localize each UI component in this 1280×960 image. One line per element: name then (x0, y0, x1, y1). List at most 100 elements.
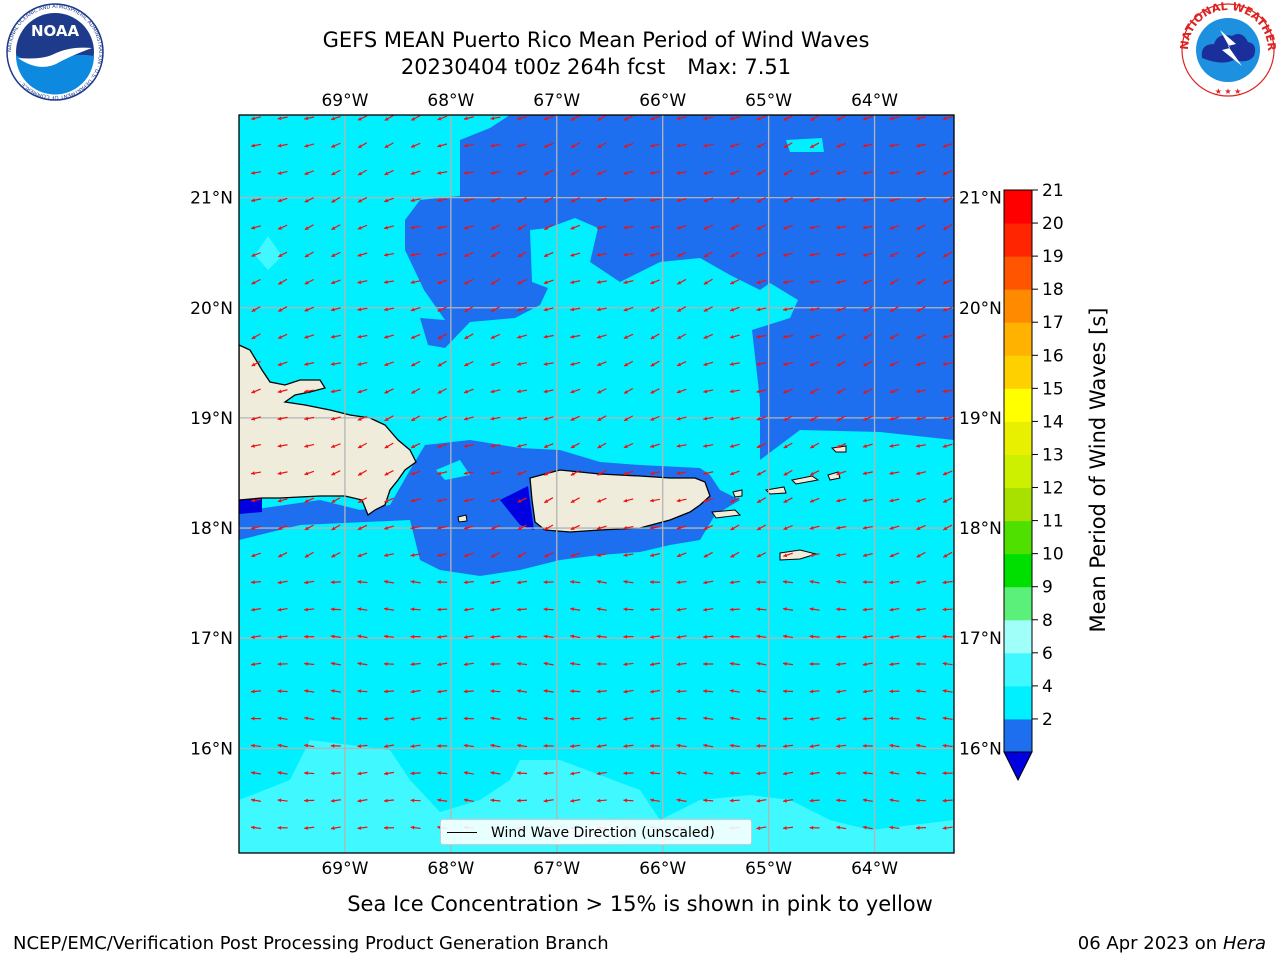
wind-wave-arrow (756, 580, 767, 585)
wind-wave-arrow (676, 525, 687, 530)
wind-wave-arrow (942, 443, 953, 448)
wind-wave-arrow (437, 635, 448, 639)
wind-wave-arrow (330, 115, 341, 121)
wind-wave-arrow (836, 142, 847, 148)
wind-wave-arrow (596, 197, 607, 203)
wind-wave-arrow (463, 635, 474, 639)
wind-wave-arrow (942, 143, 953, 148)
wind-wave-arrow (623, 442, 634, 449)
wind-wave-arrow (916, 497, 926, 503)
wind-wave-arrow (783, 388, 793, 394)
wind-wave-arrow (729, 416, 740, 421)
wind-wave-arrow (437, 443, 448, 448)
wind-wave-arrow (490, 251, 501, 258)
wind-wave-arrow (410, 360, 421, 367)
wind-wave-arrow (729, 689, 740, 693)
wind-wave-arrow (915, 607, 927, 612)
wind-wave-arrow (570, 142, 580, 149)
wind-wave-arrow (384, 197, 394, 203)
wind-wave-arrow (623, 252, 634, 257)
colorbar-tick-label: 14 (1042, 412, 1064, 432)
wind-wave-arrow (862, 225, 873, 230)
wind-wave-arrow (836, 252, 847, 257)
wind-wave-arrow (304, 607, 315, 612)
lat-tick-label-right: 21°N (959, 189, 1002, 209)
wind-wave-arrow (277, 716, 288, 721)
wind-wave-arrow (250, 143, 262, 148)
wind-wave-arrow (942, 279, 953, 285)
wind-wave-arrow (889, 361, 900, 367)
wind-wave-arrow (836, 607, 847, 612)
wind-wave-arrow (357, 826, 368, 830)
wind-wave-arrow (649, 716, 661, 721)
wind-wave-arrow (490, 361, 501, 366)
wind-wave-arrow (676, 716, 687, 721)
wind-wave-arrow (277, 170, 288, 175)
wind-wave-arrow (277, 662, 288, 666)
wind-wave-arrow (623, 662, 634, 667)
lat-tick-label-left: 21°N (190, 189, 233, 209)
wind-wave-arrow (649, 743, 661, 748)
wind-wave-arrow (330, 334, 341, 339)
wind-wave-arrow (570, 169, 580, 176)
wind-wave-arrow (357, 115, 368, 121)
wind-wave-arrow (649, 662, 661, 667)
wind-wave-arrow (889, 251, 900, 258)
wind-wave-arrow (783, 142, 793, 149)
wind-wave-arrow (623, 306, 634, 312)
wind-wave-arrow (730, 279, 740, 285)
wind-wave-arrow (942, 524, 953, 531)
wind-wave-arrow (756, 142, 767, 149)
wind-wave-arrow (756, 634, 767, 639)
wind-wave-arrow (570, 334, 581, 339)
forecast-run: 20230404 t00z 264h fcst (400, 55, 666, 79)
colorbar-band (1004, 652, 1032, 687)
wind-wave-arrow (250, 170, 262, 175)
wind-wave-arrow (357, 252, 368, 257)
wind-wave-arrow (836, 689, 847, 694)
wind-wave-arrow (517, 443, 527, 448)
wind-wave-arrow (384, 334, 394, 339)
wind-wave-arrow (597, 415, 607, 422)
wind-wave-arrow (516, 634, 528, 639)
wind-wave-arrow (623, 470, 634, 476)
wind-wave-arrow (596, 579, 607, 584)
wind-wave-arrow (730, 224, 740, 231)
nws-logo: NATIONAL WEATHER SERVICE ★ ★ ★ (1176, 0, 1278, 97)
wind-wave-arrow (623, 744, 634, 748)
wind-wave-arrow (490, 634, 501, 639)
wind-wave-arrow (916, 224, 926, 231)
wind-wave-arrow (862, 689, 873, 694)
wind-wave-arrow (464, 333, 474, 340)
wind-wave-arrow (331, 497, 341, 504)
wind-wave-arrow (836, 170, 847, 175)
lon-tick-label-bottom: 64°W (851, 859, 898, 879)
wind-wave-arrow (676, 170, 687, 175)
wind-wave-arrow (383, 553, 395, 557)
wind-wave-arrow (437, 115, 448, 121)
wind-wave-arrow (676, 607, 687, 612)
colorbar-tick-label: 9 (1042, 578, 1053, 598)
wind-wave-arrow (623, 525, 634, 530)
wind-wave-arrow (516, 416, 528, 421)
wind-wave-arrow (357, 197, 368, 203)
wind-wave-arrow (862, 825, 873, 830)
wind-wave-arrow (516, 389, 528, 394)
wind-wave-arrow (756, 334, 767, 339)
wind-wave-arrow (862, 443, 873, 448)
wind-wave-arrow (464, 278, 474, 285)
wind-wave-arrow (383, 662, 395, 666)
wind-wave-arrow (942, 607, 953, 612)
wind-wave-arrow (490, 143, 501, 148)
wind-wave-arrow (703, 389, 714, 394)
wind-wave-arrow (384, 442, 394, 449)
wind-wave-arrow (703, 361, 714, 366)
wind-wave-arrow (330, 279, 341, 285)
wind-wave-arrow (782, 334, 794, 339)
wind-wave-arrow (384, 388, 394, 394)
wind-wave-arrow (304, 551, 314, 558)
wind-wave-arrow (836, 525, 847, 530)
lat-tick-label-left: 20°N (190, 299, 233, 319)
wind-wave-arrow (357, 442, 368, 449)
wind-wave-arrow (942, 362, 953, 366)
